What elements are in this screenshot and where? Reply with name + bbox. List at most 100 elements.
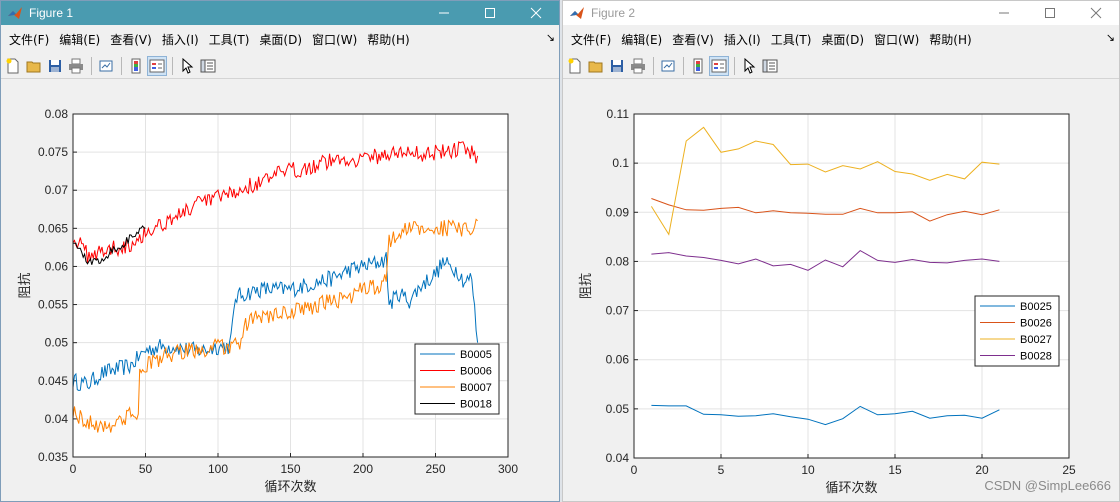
x-tick-label: 300 (498, 462, 518, 476)
open-folder-icon (26, 61, 41, 72)
series-line-b0025 (651, 404, 1000, 426)
colorbar-icon (131, 58, 141, 73)
link-plot-button[interactable] (658, 56, 678, 76)
y-tick-label: 0.08 (45, 107, 69, 121)
legend-icon (149, 59, 165, 72)
x-tick-label: 200 (353, 462, 373, 476)
new-file-icon (568, 58, 581, 73)
minimize-icon (999, 12, 1009, 14)
menu-window[interactable]: 窗口(W) (312, 32, 358, 47)
matlab-logo-icon (8, 7, 22, 19)
plot-area (634, 114, 1069, 458)
new-file-button[interactable] (3, 56, 23, 76)
save-button[interactable] (607, 56, 627, 76)
menu-help[interactable]: 帮助(H) (367, 32, 410, 47)
legend-button[interactable] (147, 55, 167, 76)
menu-tools[interactable]: 工具(T) (208, 32, 250, 47)
pointer-icon (744, 57, 756, 74)
minimize-icon (439, 12, 449, 14)
menu-edit[interactable]: 编辑(E) (621, 32, 663, 47)
series-line-b0027 (650, 126, 1000, 236)
menu-view[interactable]: 查看(V) (672, 32, 714, 47)
print-button[interactable] (628, 56, 648, 76)
y-tick-label: 0.055 (38, 298, 68, 312)
link-plot-icon (661, 60, 675, 71)
toolbar-separator (653, 56, 654, 75)
menu-edit[interactable]: 编辑(E) (59, 32, 101, 47)
minimize-button[interactable] (421, 1, 467, 25)
y-tick-label: 0.07 (45, 183, 69, 197)
legend-box (974, 295, 1060, 367)
open-folder-icon (588, 61, 603, 72)
y-tick-label: 0.04 (606, 451, 630, 465)
y-tick-label: 0.11 (607, 107, 630, 121)
legend-label-b0028: B0028 (1020, 351, 1052, 363)
pointer-button[interactable] (739, 56, 759, 76)
legend-label-b0018: B0018 (460, 399, 492, 411)
series-line-b0028 (651, 249, 1000, 271)
menu-insert[interactable]: 插入(I) (161, 32, 199, 47)
window-title: Figure 1 (29, 6, 74, 20)
toolbar-separator (683, 56, 684, 75)
legend-button[interactable] (709, 55, 729, 76)
menu-window[interactable]: 窗口(W) (874, 32, 920, 47)
open-button[interactable] (586, 56, 606, 76)
save-button[interactable] (45, 56, 65, 76)
legend-label-b0027: B0027 (1020, 334, 1052, 346)
menu-tools[interactable]: 工具(T) (770, 32, 812, 47)
property-editor-icon (200, 59, 216, 72)
property-editor-icon (762, 59, 778, 72)
new-file-icon (6, 58, 19, 73)
maximize-button[interactable] (467, 1, 513, 25)
menu-help[interactable]: 帮助(H) (929, 32, 972, 47)
minimize-button[interactable] (981, 1, 1027, 25)
menu-view[interactable]: 查看(V) (110, 32, 152, 47)
colorbar-button[interactable] (688, 56, 708, 76)
maximize-button[interactable] (1027, 1, 1073, 25)
y-tick-label: 0.1 (612, 156, 629, 170)
series-line-b0007 (73, 218, 478, 433)
menu-insert[interactable]: 插入(I) (723, 32, 761, 47)
property-editor-button[interactable] (198, 56, 218, 76)
link-plot-icon (99, 60, 113, 71)
figure-1-axes: 0 50 100 150 200 250 300 0.035 0.04 0.045 0.05 0.05… (17, 107, 518, 494)
axes-box (633, 113, 1070, 459)
series-line-b0006 (73, 141, 479, 264)
y-tick-label: 0.06 (606, 353, 630, 367)
save-icon (611, 59, 623, 72)
legend-box (414, 343, 500, 415)
menu-file[interactable]: 文件(F) (9, 32, 50, 47)
close-button[interactable] (1073, 1, 1119, 25)
title-bar[interactable]: Figure 1 (1, 1, 559, 25)
y-tick-label: 0.065 (38, 221, 68, 235)
window-title: Figure 2 (591, 6, 636, 20)
figure-2-axes: 0 5 10 15 20 25 0.04 0.05 0.06 0.07 0.08 0.09 0.1 0.1… (578, 107, 1076, 495)
property-editor-button[interactable] (760, 56, 780, 76)
link-plot-button[interactable] (96, 56, 116, 76)
legend-label-b0007: B0007 (460, 382, 492, 394)
figure-2-window: Figure 2 文件(F) 编辑(E) 查看(V) 插入(I) 工具(T) 桌… (562, 0, 1120, 502)
x-tick-label: 150 (280, 462, 300, 476)
print-button[interactable] (66, 56, 86, 76)
colorbar-button[interactable] (126, 56, 146, 76)
print-icon (631, 58, 645, 73)
figure-1-window: Figure 1 文件(F) 编辑(E) 查看(V) 插入(I) 工具(T) 桌… (0, 0, 560, 502)
menu-desktop[interactable]: 桌面(D) (259, 32, 303, 47)
open-button[interactable] (24, 56, 44, 76)
x-tick-label: 100 (208, 462, 228, 476)
x-tick-label: 0 (70, 462, 77, 476)
close-button[interactable] (513, 1, 559, 25)
legend-icon (711, 59, 727, 72)
menu-desktop[interactable]: 桌面(D) (821, 32, 865, 47)
menu-file[interactable]: 文件(F) (571, 32, 612, 47)
close-icon (1090, 7, 1102, 19)
pointer-button[interactable] (177, 56, 197, 76)
dock-arrow-icon[interactable]: ↘ (545, 31, 555, 44)
dock-arrow-icon[interactable]: ↘ (1105, 31, 1115, 44)
y-tick-label: 0.05 (606, 402, 630, 416)
x-tick-label: 20 (975, 463, 989, 477)
title-bar[interactable]: Figure 2 (563, 1, 1119, 25)
new-file-button[interactable] (565, 56, 585, 76)
toolbar-separator (734, 56, 735, 75)
y-axis-label: 阻抗 (17, 272, 32, 298)
